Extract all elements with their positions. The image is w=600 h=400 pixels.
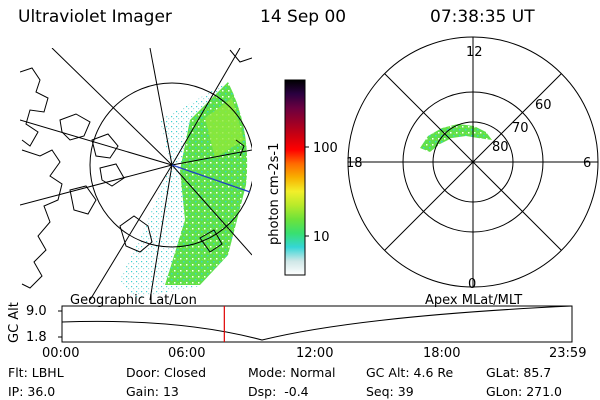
x-tick-0000: 00:00 <box>42 346 80 361</box>
geographic-map <box>20 48 252 300</box>
colorbar-tick-10: 10 <box>313 230 330 245</box>
lat-lon-grid <box>20 48 252 300</box>
mlt-label-0: 0 <box>468 277 477 292</box>
polar-plot <box>347 36 599 288</box>
time-label: 07:38:35 UT <box>430 7 535 27</box>
colorbar-label: photon cm-2s-1 <box>267 142 282 245</box>
info-gc-alt: GC Alt: 4.6 Re <box>366 365 454 380</box>
timeline-frame <box>61 305 573 343</box>
x-tick-0600: 06:00 <box>168 346 206 361</box>
info-dsp: Dsp: -0.4 <box>248 384 309 399</box>
info-mode: Mode: Normal <box>248 365 336 380</box>
coastlines <box>20 49 252 289</box>
lat-label-80: 80 <box>492 140 509 155</box>
x-tick-2359: 23:59 <box>549 346 587 361</box>
lat-label-70: 70 <box>512 121 529 136</box>
timeline-right-title: Apex MLat/MLT <box>425 293 523 308</box>
colorbar-bar <box>284 79 306 276</box>
colorbar <box>284 79 309 276</box>
date-label: 14 Sep 00 <box>260 7 347 27</box>
mlt-label-6: 6 <box>583 156 592 171</box>
timeline-panel <box>58 305 573 343</box>
aurora-emission-geo <box>120 82 248 298</box>
info-ip: IP: 36.0 <box>8 384 56 399</box>
info-glat: GLat: 85.7 <box>486 365 552 380</box>
info-glon: GLon: 271.0 <box>486 384 562 399</box>
colorbar-tick-100: 100 <box>313 141 338 156</box>
timeline-axis-label: GC Alt <box>7 302 22 343</box>
y-tick-1-8: 1.8 <box>26 330 47 345</box>
app-title: Ultraviolet Imager <box>18 7 172 27</box>
lat-label-60: 60 <box>535 98 552 113</box>
mlt-label-18: 18 <box>346 156 363 171</box>
aurora-emission-polar <box>420 124 492 152</box>
info-gain: Gain: 13 <box>126 384 179 399</box>
noon-meridian-marker <box>171 164 251 193</box>
x-tick-1800: 18:00 <box>423 346 461 361</box>
info-door: Door: Closed <box>126 365 207 380</box>
mlt-label-12: 12 <box>466 45 483 60</box>
info-seq: Seq: 39 <box>366 384 414 399</box>
timeline-left-title: Geographic Lat/Lon <box>70 293 197 308</box>
altitude-curve <box>61 305 573 341</box>
y-tick-9: 9.0 <box>26 304 47 319</box>
x-tick-1200: 12:00 <box>296 346 334 361</box>
info-flt: Flt: LBHL <box>8 365 64 380</box>
